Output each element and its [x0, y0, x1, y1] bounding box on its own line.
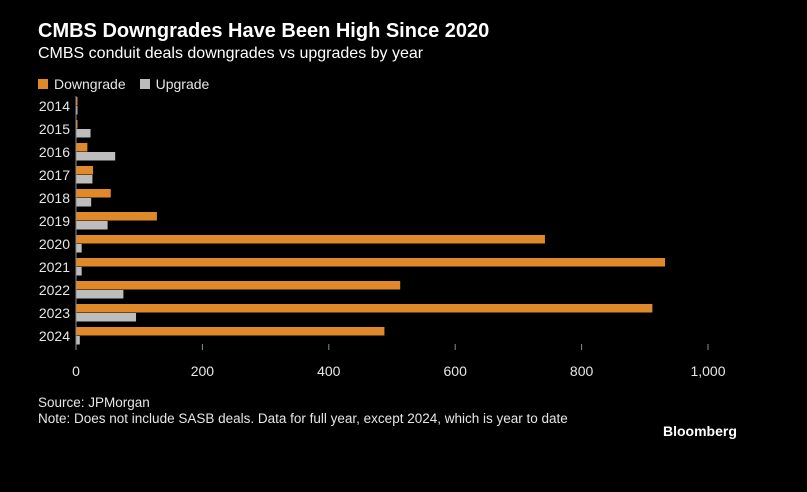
legend-item-upgrade: Upgrade — [139, 76, 210, 92]
y-tick-label-2021: 2021 — [39, 259, 70, 275]
bar-upgrade-2024 — [76, 336, 80, 345]
y-tick-label-2015: 2015 — [39, 121, 70, 137]
bar-downgrade-2018 — [76, 189, 111, 198]
bar-upgrade-2023 — [76, 313, 137, 322]
bar-upgrade-2022 — [76, 290, 124, 299]
bar-upgrade-2014 — [76, 106, 78, 115]
bar-upgrade-2019 — [76, 221, 108, 230]
bar-downgrade-2022 — [76, 281, 401, 290]
y-tick-label-2022: 2022 — [39, 282, 70, 298]
note-text: Note: Does not include SASB deals. Data … — [38, 411, 568, 426]
chart-title: CMBS Downgrades Have Been High Since 202… — [38, 20, 490, 42]
x-tick-label-400: 400 — [317, 363, 341, 379]
legend-label-downgrade: Downgrade — [54, 76, 126, 92]
bar-upgrade-2020 — [76, 244, 82, 253]
bar-downgrade-2017 — [76, 166, 94, 175]
bar-downgrade-2021 — [76, 258, 666, 267]
bar-downgrade-2023 — [76, 304, 653, 313]
bar-upgrade-2017 — [76, 175, 93, 184]
y-tick-label-2017: 2017 — [39, 167, 70, 183]
bar-upgrade-2021 — [76, 267, 82, 276]
bar-downgrade-2024 — [76, 327, 385, 336]
legend-label-upgrade: Upgrade — [155, 76, 210, 92]
bar-downgrade-2016 — [76, 143, 88, 152]
bar-upgrade-2016 — [76, 152, 116, 161]
y-tick-label-2016: 2016 — [39, 144, 70, 160]
y-tick-label-2024: 2024 — [39, 328, 70, 344]
footnotes: Source: JPMorgan Note: Does not include … — [38, 395, 598, 427]
bar-upgrade-2018 — [76, 198, 92, 207]
bar-downgrade-2014 — [76, 97, 78, 106]
legend-item-downgrade: Downgrade — [38, 76, 126, 92]
y-tick-label-2023: 2023 — [39, 305, 70, 321]
x-tick-label-0: 0 — [72, 363, 80, 379]
legend-swatch-upgrade — [139, 79, 150, 89]
legend: Downgrade Upgrade — [38, 76, 223, 92]
x-tick-label-200: 200 — [191, 363, 215, 379]
y-tick-label-2020: 2020 — [39, 236, 70, 252]
bar-downgrade-2020 — [76, 235, 545, 244]
chart-subtitle: CMBS conduit deals downgrades vs upgrade… — [38, 45, 424, 62]
legend-swatch-downgrade — [38, 79, 48, 89]
source-text: Source: JPMorgan — [38, 395, 150, 410]
y-tick-label-2018: 2018 — [39, 190, 70, 206]
y-tick-label-2014: 2014 — [39, 98, 70, 114]
x-tick-label-800: 800 — [570, 363, 594, 379]
x-tick-label-600: 600 — [444, 363, 468, 379]
x-tick-label-1000: 1,000 — [690, 363, 725, 379]
bloomberg-logo: Bloomberg — [663, 423, 737, 439]
y-tick-label-2019: 2019 — [39, 213, 70, 229]
bar-downgrade-2015 — [76, 120, 78, 129]
bar-downgrade-2019 — [76, 212, 157, 221]
bar-upgrade-2015 — [76, 129, 91, 138]
